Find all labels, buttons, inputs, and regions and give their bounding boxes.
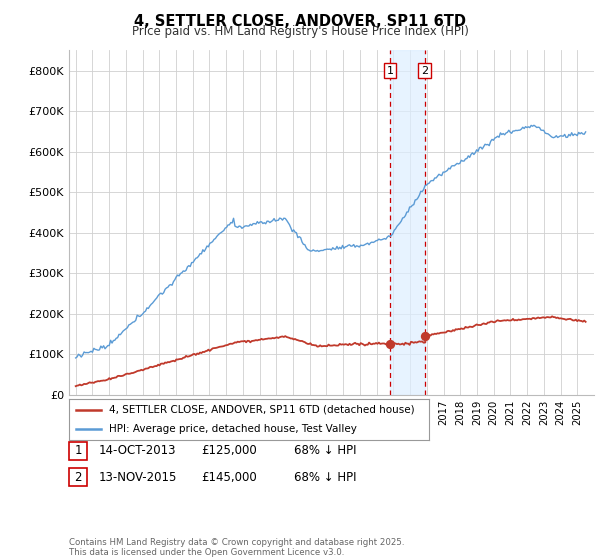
Text: Contains HM Land Registry data © Crown copyright and database right 2025.
This d: Contains HM Land Registry data © Crown c… xyxy=(69,538,404,557)
Text: £145,000: £145,000 xyxy=(201,470,257,484)
Point xyxy=(420,332,430,340)
Text: Price paid vs. HM Land Registry's House Price Index (HPI): Price paid vs. HM Land Registry's House … xyxy=(131,25,469,38)
Text: 68% ↓ HPI: 68% ↓ HPI xyxy=(294,444,356,458)
Point xyxy=(385,340,395,349)
Text: 4, SETTLER CLOSE, ANDOVER, SP11 6TD (detached house): 4, SETTLER CLOSE, ANDOVER, SP11 6TD (det… xyxy=(109,405,414,415)
Text: 13-NOV-2015: 13-NOV-2015 xyxy=(99,470,178,484)
Text: £125,000: £125,000 xyxy=(201,444,257,458)
Bar xyxy=(390,50,425,395)
Text: 1: 1 xyxy=(74,444,82,458)
Text: 1: 1 xyxy=(386,66,394,76)
Text: 4, SETTLER CLOSE, ANDOVER, SP11 6TD: 4, SETTLER CLOSE, ANDOVER, SP11 6TD xyxy=(134,14,466,29)
Text: 68% ↓ HPI: 68% ↓ HPI xyxy=(294,470,356,484)
Text: 2: 2 xyxy=(421,66,428,76)
Text: HPI: Average price, detached house, Test Valley: HPI: Average price, detached house, Test… xyxy=(109,424,356,434)
Text: 2: 2 xyxy=(74,470,82,484)
Text: 14-OCT-2013: 14-OCT-2013 xyxy=(99,444,176,458)
